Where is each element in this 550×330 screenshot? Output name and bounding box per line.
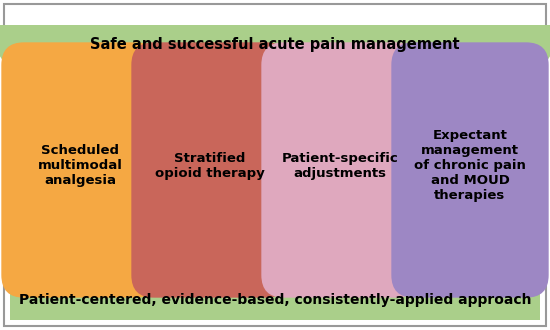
- Text: Safe and successful acute pain management: Safe and successful acute pain managemen…: [90, 37, 460, 51]
- FancyBboxPatch shape: [261, 42, 419, 298]
- FancyBboxPatch shape: [1, 42, 159, 298]
- FancyBboxPatch shape: [391, 42, 549, 298]
- FancyBboxPatch shape: [10, 25, 540, 320]
- Text: Patient-centered, evidence-based, consistently-applied approach: Patient-centered, evidence-based, consis…: [19, 293, 531, 307]
- Text: Scheduled
multimodal
analgesia: Scheduled multimodal analgesia: [37, 144, 123, 187]
- Text: Patient-specific
adjustments: Patient-specific adjustments: [282, 152, 398, 180]
- FancyBboxPatch shape: [131, 42, 289, 298]
- Text: Stratified
opioid therapy: Stratified opioid therapy: [155, 152, 265, 180]
- Text: Expectant
management
of chronic pain
and MOUD
therapies: Expectant management of chronic pain and…: [414, 129, 526, 202]
- FancyBboxPatch shape: [4, 4, 546, 326]
- FancyBboxPatch shape: [10, 60, 540, 68]
- Polygon shape: [0, 25, 550, 72]
